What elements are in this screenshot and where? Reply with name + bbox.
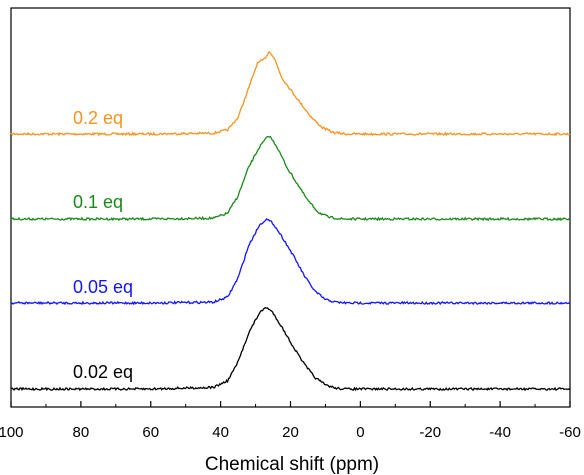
x-tick-label: 100 [0,424,24,441]
x-tick-label: 80 [73,424,90,441]
series-line-0_2-eq [10,50,571,137]
x-axis-ticks: 100 80 60 40 20 0 -20 -40 -60 [0,401,581,441]
series-line-0_1-eq [10,135,571,222]
series-label: 0.1 eq [73,192,123,212]
x-tick-label: 0 [356,424,364,441]
x-tick-label: 40 [212,424,229,441]
series-label: 0.05 eq [73,277,133,297]
series-line-0_02-eq [10,307,571,392]
series-label: 0.02 eq [73,362,133,382]
x-tick-label: -60 [559,424,581,441]
x-tick-label: -40 [489,424,511,441]
series-line-0_05-eq [10,217,571,306]
x-axis-title: Chemical shift (ppm) [205,454,379,475]
x-tick-label: 60 [142,424,159,441]
series-layer: 0.2 eq 0.1 eq 0.05 eq 0.02 eq [10,50,571,392]
x-tick-label: 20 [282,424,299,441]
x-tick-label: -20 [419,424,441,441]
series-label: 0.2 eq [73,108,123,128]
